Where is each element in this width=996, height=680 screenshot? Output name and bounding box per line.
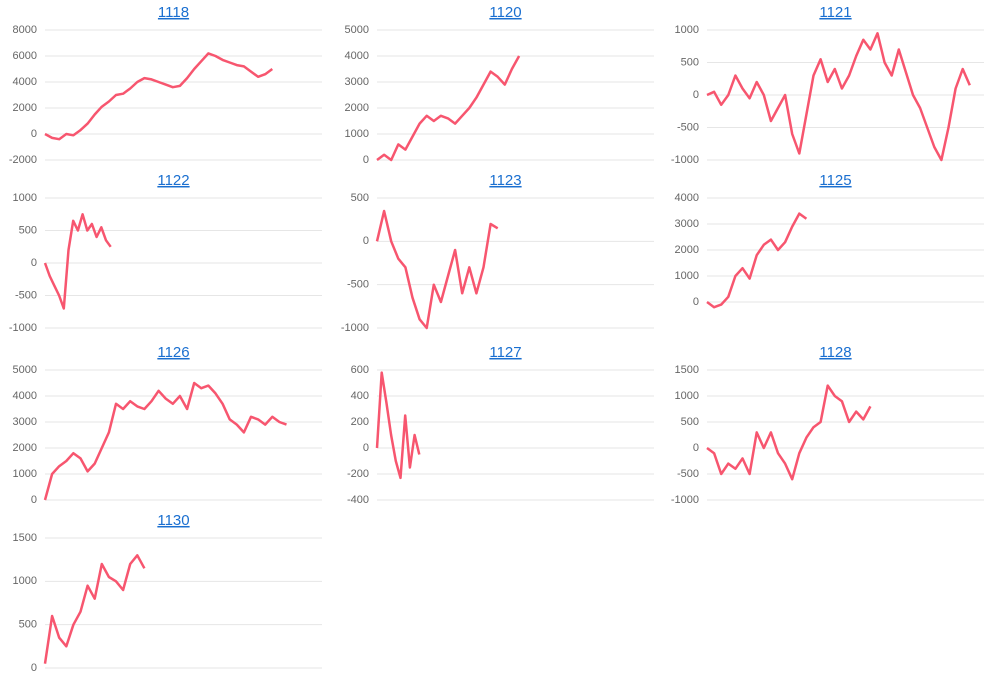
- y-tick-label: 500: [681, 56, 699, 68]
- y-tick-label: -1000: [671, 154, 699, 166]
- y-tick-label: 2000: [675, 244, 699, 256]
- y-tick-label: -500: [15, 289, 37, 301]
- y-tick-label: 3000: [675, 218, 699, 230]
- y-tick-label: 1000: [675, 390, 699, 402]
- mini-chart: 1125 0 1000 2000 3000 4000: [675, 172, 984, 309]
- y-tick-label: -500: [677, 468, 699, 480]
- y-tick-label: 2000: [13, 442, 37, 454]
- y-tick-label: 3000: [13, 416, 37, 428]
- mini-chart: 1121 -1000 -500 0 500 1000: [671, 4, 984, 166]
- y-tick-label: 6000: [13, 50, 37, 62]
- y-tick-label: -200: [347, 468, 369, 480]
- y-tick-label: 0: [31, 257, 37, 269]
- y-tick-label: 400: [351, 390, 369, 402]
- data-line: [43, 213, 112, 310]
- y-tick-label: 4000: [345, 50, 369, 62]
- data-line: [376, 55, 521, 162]
- y-tick-label: 2000: [13, 102, 37, 114]
- y-tick-label: 5000: [13, 364, 37, 376]
- data-line: [375, 209, 499, 330]
- y-tick-label: 4000: [13, 390, 37, 402]
- y-tick-label: 1000: [13, 575, 37, 587]
- mini-chart: 1126 0 1000 2000 3000 4000 5000: [13, 344, 322, 506]
- y-tick-label: 0: [363, 442, 369, 454]
- y-tick-label: 1000: [345, 128, 369, 140]
- y-tick-label: 200: [351, 416, 369, 428]
- y-tick-label: 600: [351, 364, 369, 376]
- chart-title-link[interactable]: 1118: [158, 4, 189, 21]
- y-tick-label: 0: [693, 296, 699, 308]
- data-line: [706, 384, 872, 481]
- y-tick-label: 4000: [675, 192, 699, 204]
- data-line: [43, 554, 146, 664]
- y-tick-label: 3000: [345, 76, 369, 88]
- y-tick-label: 1500: [13, 532, 37, 544]
- y-tick-label: 500: [681, 416, 699, 428]
- y-tick-label: 1000: [13, 468, 37, 480]
- mini-chart: 1123 -1000 -500 0 500: [341, 172, 654, 334]
- data-line: [706, 212, 808, 309]
- data-line: [44, 52, 274, 141]
- y-tick-label: 500: [19, 224, 37, 236]
- chart-title-link[interactable]: 1123: [489, 172, 521, 189]
- y-tick-label: 8000: [13, 24, 37, 36]
- chart-title-link[interactable]: 1128: [819, 344, 851, 361]
- y-tick-label: 0: [693, 442, 699, 454]
- y-tick-label: 2000: [345, 102, 369, 114]
- y-tick-label: -1000: [9, 322, 37, 334]
- mini-chart: 1128 -1000 -500 0 500 1000 1500: [671, 344, 984, 506]
- y-tick-label: -1000: [671, 494, 699, 506]
- y-tick-label: 1000: [675, 270, 699, 282]
- y-tick-label: -400: [347, 494, 369, 506]
- mini-chart: 1130 0 500 1000 1500: [13, 512, 322, 674]
- data-line: [43, 381, 287, 501]
- y-tick-label: -500: [347, 279, 369, 291]
- chart-title-link[interactable]: 1127: [489, 344, 521, 361]
- chart-title-link[interactable]: 1130: [157, 512, 189, 529]
- y-tick-label: -500: [677, 121, 699, 133]
- y-tick-label: -1000: [341, 322, 369, 334]
- y-tick-label: 0: [31, 128, 37, 140]
- mini-chart: 1127 -400 -200 0 200 400 600: [347, 344, 654, 506]
- y-tick-label: 0: [693, 89, 699, 101]
- y-tick-label: 0: [363, 154, 369, 166]
- data-line: [706, 32, 971, 162]
- y-tick-label: 1500: [675, 364, 699, 376]
- mini-chart: 1120 0 1000 2000 3000 4000 5000: [345, 4, 654, 166]
- chart-title-link[interactable]: 1125: [819, 172, 851, 189]
- y-tick-label: 1000: [675, 24, 699, 36]
- y-tick-label: 4000: [13, 76, 37, 88]
- y-tick-label: 5000: [345, 24, 369, 36]
- y-tick-label: 0: [31, 662, 37, 674]
- y-tick-label: 500: [19, 619, 37, 631]
- y-tick-label: 0: [31, 494, 37, 506]
- data-line: [375, 371, 421, 480]
- y-tick-label: 0: [363, 235, 369, 247]
- y-tick-label: 500: [351, 192, 369, 204]
- mini-chart: 1122 -1000 -500 0 500 1000: [9, 172, 322, 334]
- chart-title-link[interactable]: 1120: [489, 4, 521, 21]
- chart-title-link[interactable]: 1121: [819, 4, 851, 21]
- y-tick-label: 1000: [13, 192, 37, 204]
- y-tick-label: -2000: [9, 154, 37, 166]
- mini-chart: 1118 -2000 0 2000 4000 6000 8000: [9, 4, 322, 166]
- chart-title-link[interactable]: 1126: [157, 344, 189, 361]
- chart-title-link[interactable]: 1122: [157, 172, 189, 189]
